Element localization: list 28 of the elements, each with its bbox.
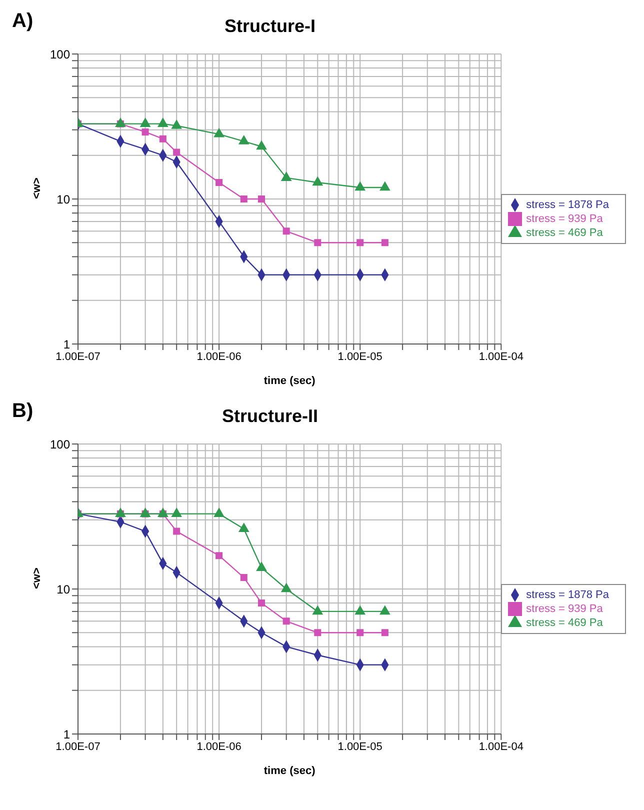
y-tick-label: 10 xyxy=(56,582,70,596)
text: B) xyxy=(12,400,34,423)
x-tick-label: 1.00E-07 xyxy=(56,740,100,753)
y-tick-label: 100 xyxy=(50,47,70,62)
legend-label: stress = 469 Pa xyxy=(526,226,603,239)
x-tick-label: 1.00E-05 xyxy=(338,350,382,363)
x-tick-label: 1.00E-04 xyxy=(478,350,524,363)
x-tick-label: 1.00E-06 xyxy=(196,350,242,363)
chart-title: Structure-II xyxy=(220,406,319,427)
y-axis-title: <w> xyxy=(30,178,43,199)
x-tick-label: 1.00E-07 xyxy=(56,350,100,363)
y-tick-label: 1 xyxy=(63,337,70,352)
legend-label: stress = 469 Pa xyxy=(526,616,603,629)
y-axis-title: <w> xyxy=(30,568,43,589)
x-tick-label: 1.00E-05 xyxy=(338,740,382,753)
legend-label: stress = 1878 Pa xyxy=(526,588,609,601)
x-tick-label: 1.00E-06 xyxy=(196,740,242,753)
x-axis-title: time (sec) xyxy=(264,765,316,777)
text: A) xyxy=(12,10,34,33)
y-tick-label: 10 xyxy=(56,192,70,206)
x-axis-title: time (sec) xyxy=(264,375,316,387)
y-tick-label: 1 xyxy=(63,727,70,742)
legend-label: stress = 939 Pa xyxy=(526,602,603,615)
x-tick-label: 1.00E-04 xyxy=(478,740,524,753)
chart-title: Structure-I xyxy=(223,16,316,37)
legend-label: stress = 1878 Pa xyxy=(526,198,609,211)
legend-label: stress = 939 Pa xyxy=(526,212,603,225)
y-tick-label: 100 xyxy=(50,437,70,452)
